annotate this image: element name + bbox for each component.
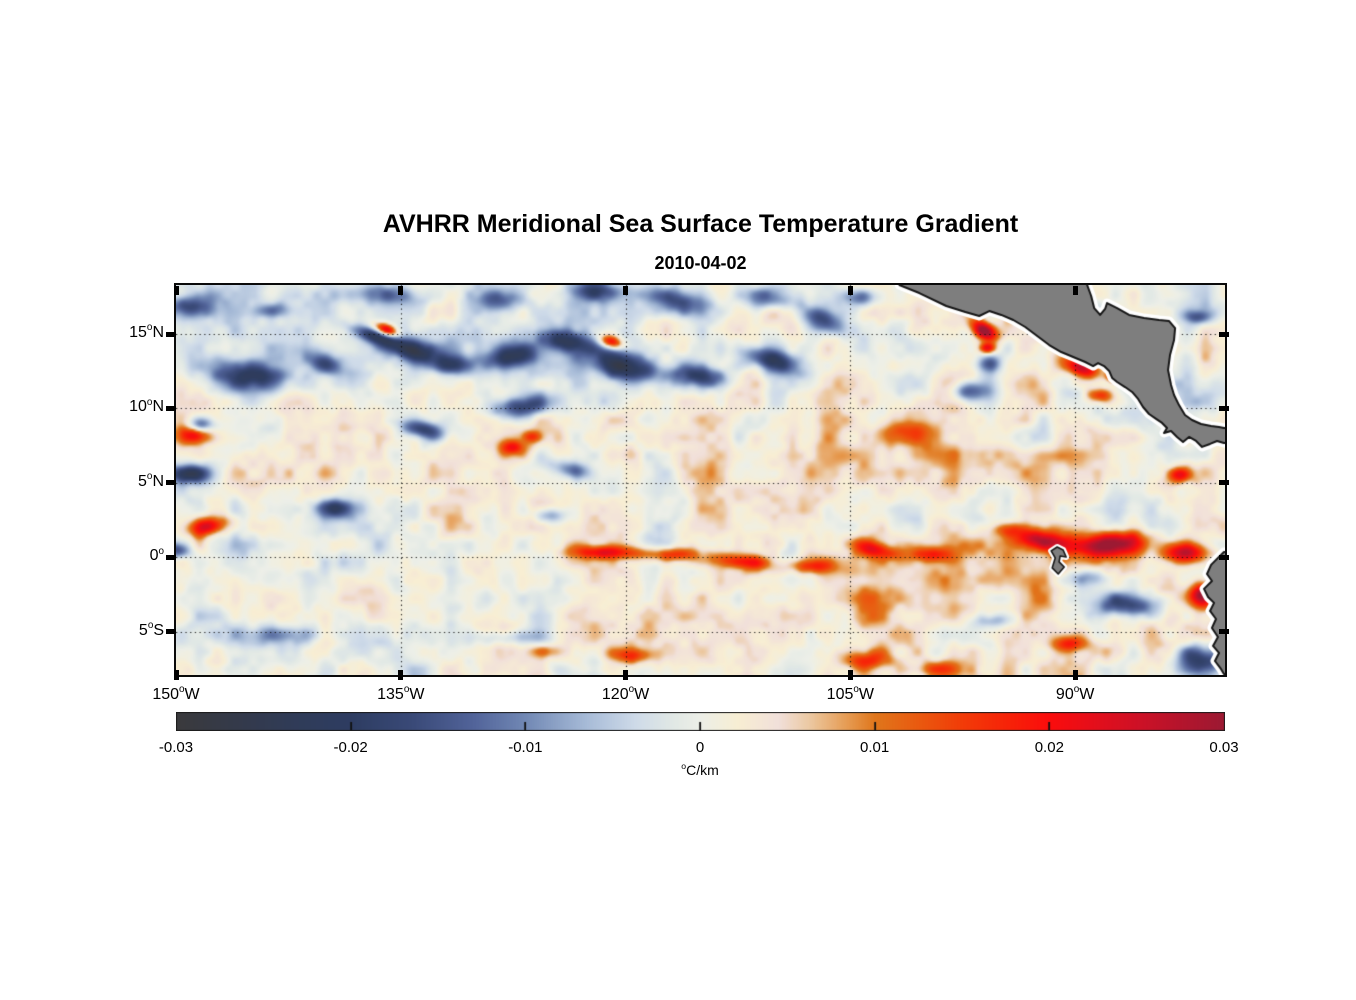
y-axis-tick-left: [166, 405, 176, 411]
colorbar-tick-label: -0.03: [158, 739, 194, 756]
degree-symbol: o: [179, 684, 185, 696]
y-tick-label: 5oN: [138, 471, 164, 490]
x-axis-tick-bottom: [847, 670, 853, 680]
y-axis-tick-right: [1219, 405, 1229, 411]
colorbar-tick-label: 0.01: [860, 739, 890, 756]
x-axis-tick-bottom: [1072, 670, 1078, 680]
y-axis-tick-right: [1219, 331, 1229, 337]
map-plot-area: [166, 283, 1229, 680]
colorbar-tick-label: -0.02: [333, 739, 368, 756]
colorbar-tick-label: 0: [695, 739, 705, 756]
degree-symbol: o: [853, 684, 859, 696]
x-axis-tick-top: [173, 286, 179, 295]
colorbar-canvas: [176, 712, 1225, 731]
chart-title: AVHRR Meridional Sea Surface Temperature…: [382, 210, 1019, 238]
y-axis-tick-right: [1219, 480, 1229, 486]
y-tick-label: 10oN: [129, 396, 164, 416]
degree-symbol: o: [146, 396, 153, 408]
x-axis-tick-top: [1072, 286, 1078, 295]
degree-symbol: o: [146, 322, 153, 334]
x-tick-label: 105oW: [826, 684, 874, 703]
y-axis-tick-right: [1219, 629, 1229, 635]
degree-symbol: o: [681, 760, 687, 771]
chart-date-subtitle: 2010-04-02: [654, 253, 747, 273]
y-axis-tick-left: [166, 629, 176, 635]
degree-symbol: o: [146, 471, 153, 483]
x-tick-label: 135oW: [377, 684, 425, 703]
y-axis-tick-right: [1219, 554, 1229, 560]
degree-symbol: o: [147, 620, 154, 632]
y-tick-label: 5oS: [138, 620, 164, 639]
y-axis-tick-left: [166, 331, 176, 337]
x-axis-tick-top: [398, 286, 404, 295]
x-axis-tick-bottom: [173, 670, 179, 680]
x-tick-label: 120oW: [601, 684, 650, 703]
colorbar-tick-label: 0.03: [1209, 739, 1239, 756]
degree-symbol: o: [403, 684, 410, 696]
x-axis-tick-bottom: [398, 670, 404, 680]
y-tick-label: 0o: [149, 545, 164, 565]
x-axis-tick-top: [847, 286, 853, 295]
degree-symbol: o: [628, 684, 635, 696]
sst-gradient-heatmap-canvas: [176, 285, 1225, 675]
colorbar-tick-label: -0.01: [508, 739, 543, 756]
x-tick-label: 90oW: [1055, 684, 1095, 703]
degree-symbol: o: [158, 545, 164, 557]
y-tick-label: 15oN: [129, 322, 164, 341]
x-tick-label: 150oW: [152, 684, 200, 703]
x-axis-tick-top: [623, 286, 629, 295]
x-axis-tick-bottom: [623, 670, 629, 680]
y-axis-tick-left: [166, 554, 176, 560]
colorbar-unit-label: oC/km: [681, 760, 719, 778]
y-axis-tick-left: [166, 480, 176, 486]
colorbar-tick-label: 0.02: [1034, 739, 1064, 756]
degree-symbol: o: [1073, 684, 1080, 696]
